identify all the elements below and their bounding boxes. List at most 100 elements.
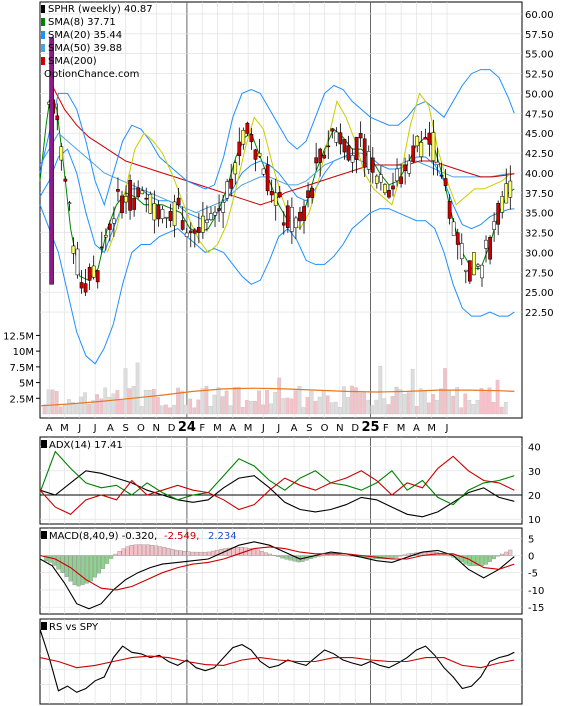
histogram-bar [44, 555, 49, 562]
candle-body [213, 211, 217, 216]
candle-body [439, 174, 444, 177]
volume-bar [139, 406, 144, 415]
volume-bar [151, 388, 156, 415]
candle-body [370, 157, 375, 173]
histogram-bar [333, 554, 338, 556]
y-tick-label: 7.5M [9, 363, 34, 374]
x-tick-label: M [213, 423, 222, 434]
candle-body [298, 211, 302, 222]
volume-bar [289, 398, 294, 415]
candle-body [112, 218, 116, 224]
histogram-bar [341, 555, 346, 556]
histogram-bar [129, 545, 134, 556]
y-tick-label: 37.50 [525, 189, 554, 200]
x-tick-label: A [107, 423, 114, 434]
volume-bar [75, 404, 79, 415]
volume-bar [172, 404, 176, 415]
histogram-bar [316, 555, 321, 557]
candle-body [383, 184, 387, 194]
histogram-bar [190, 551, 195, 556]
histogram-bar [337, 554, 342, 556]
candle-body [201, 215, 205, 233]
volume-bar [386, 404, 391, 415]
volume-bar [346, 397, 350, 415]
x-tick-label: M [397, 423, 406, 434]
histogram-bar [150, 545, 154, 556]
candle-body [472, 252, 476, 276]
candle-body [294, 217, 298, 229]
x-tick-label: N [153, 423, 160, 434]
candle-body [217, 208, 221, 211]
candle-body [443, 178, 448, 186]
volume-bar [62, 405, 67, 415]
histogram-bar [239, 547, 244, 556]
volume-bar [479, 388, 484, 415]
x-tick-label: O [137, 423, 145, 434]
volume-bar [342, 386, 346, 415]
histogram-bar [162, 547, 167, 556]
volume-bar [224, 390, 229, 415]
candle-body [431, 132, 436, 161]
legend-swatch [41, 31, 45, 39]
volume-bar [297, 386, 302, 415]
volume-bar [293, 390, 298, 415]
histogram-bar [97, 555, 102, 574]
candle-body [152, 203, 157, 221]
candle-body [459, 243, 464, 260]
candle-body [140, 190, 145, 195]
histogram-bar [186, 551, 191, 556]
candle-body [427, 132, 432, 145]
volume-bar [208, 406, 213, 415]
volume-bar [435, 399, 439, 415]
x-tick-label: J [445, 423, 449, 434]
candle-body [229, 178, 234, 189]
candle-body [318, 148, 323, 163]
histogram-bar [496, 555, 501, 557]
candle-body [108, 223, 112, 230]
candle-body [71, 245, 76, 254]
volume-bar [79, 396, 83, 415]
candle-body [196, 227, 201, 233]
volume-bar [321, 390, 326, 415]
volume-bar [244, 400, 249, 415]
candle-body [205, 219, 209, 224]
legend-value: -2.549, [164, 531, 199, 542]
volume-bar [301, 407, 306, 415]
candle-body [500, 196, 505, 213]
x-tick-label: D [168, 423, 176, 434]
histogram-bar [382, 555, 387, 560]
histogram-bar [288, 555, 293, 561]
volume-bar [253, 401, 257, 415]
candle-body [184, 232, 189, 237]
histogram-bar [211, 550, 216, 556]
volume-bar [168, 407, 172, 415]
y-tick-label: 50.00 [525, 89, 554, 100]
volume-bar [277, 377, 282, 415]
x-tick-label: D [351, 423, 359, 434]
candle-body [447, 201, 452, 219]
candle-body [508, 180, 513, 198]
candle-body [120, 195, 124, 214]
volume-bar [382, 398, 387, 415]
histogram-bar [76, 555, 81, 587]
candle-body [395, 168, 399, 182]
volume-bar [196, 399, 201, 415]
histogram-bar [483, 555, 488, 565]
candle-body [350, 155, 355, 163]
legend-entry: SMA(20) 35.44 [48, 30, 122, 41]
legend-swatch [41, 18, 45, 26]
volume-bar [374, 399, 379, 415]
y-tick-label: 12.5M [3, 331, 34, 342]
histogram-bar [443, 554, 448, 556]
volume-bar [115, 390, 120, 415]
histogram-bar [105, 555, 110, 564]
volume-bar [192, 407, 197, 415]
x-tick-label: 25 [361, 420, 379, 435]
series-line [39, 455, 515, 515]
histogram-bar [52, 555, 57, 566]
candle-body [221, 202, 225, 213]
series-line [39, 204, 515, 365]
candle-body [290, 207, 294, 232]
volume-bar [439, 388, 443, 415]
volume-bar [422, 390, 427, 415]
